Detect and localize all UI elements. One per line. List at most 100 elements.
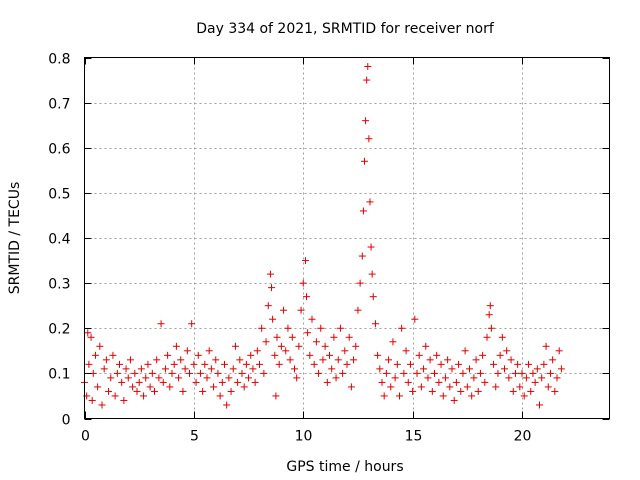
data-point bbox=[433, 351, 441, 359]
data-point bbox=[221, 360, 228, 368]
data-point bbox=[269, 315, 277, 323]
data-point bbox=[273, 333, 281, 341]
data-point bbox=[326, 351, 333, 359]
data-point bbox=[356, 279, 364, 287]
x-tick-label: 20 bbox=[514, 429, 532, 445]
data-point bbox=[536, 401, 543, 409]
y-tick-label: 0.8 bbox=[48, 52, 70, 68]
data-point bbox=[142, 374, 150, 382]
data-point bbox=[540, 360, 548, 368]
data-point bbox=[181, 365, 189, 373]
x-tick-label: 5 bbox=[190, 429, 199, 445]
data-point bbox=[511, 369, 519, 377]
data-point bbox=[385, 356, 393, 364]
data-point bbox=[126, 356, 134, 364]
data-point bbox=[301, 257, 309, 265]
data-point bbox=[341, 347, 349, 355]
data-point bbox=[362, 117, 370, 125]
data-point bbox=[118, 378, 126, 386]
data-point bbox=[509, 387, 517, 395]
data-point bbox=[100, 365, 108, 373]
data-point bbox=[256, 360, 263, 368]
x-tick-label: 15 bbox=[405, 429, 423, 445]
data-point bbox=[135, 378, 143, 386]
data-point bbox=[319, 356, 327, 364]
data-point bbox=[404, 378, 412, 386]
data-point bbox=[441, 374, 449, 382]
data-point bbox=[518, 369, 526, 377]
data-point bbox=[457, 387, 465, 395]
data-point bbox=[186, 369, 193, 377]
data-point bbox=[251, 378, 259, 386]
data-point bbox=[380, 392, 388, 400]
data-point bbox=[98, 401, 106, 409]
data-point bbox=[196, 369, 204, 377]
data-point bbox=[275, 360, 283, 368]
data-point bbox=[474, 387, 482, 395]
data-point bbox=[153, 356, 161, 364]
data-point bbox=[531, 378, 539, 386]
data-point bbox=[144, 360, 152, 368]
data-point bbox=[299, 279, 307, 287]
data-point bbox=[151, 387, 158, 395]
y-tick-label: 0.4 bbox=[48, 232, 70, 248]
data-point bbox=[214, 369, 222, 377]
data-point bbox=[137, 365, 145, 373]
data-point bbox=[161, 365, 169, 373]
data-point bbox=[238, 369, 246, 377]
data-point bbox=[450, 396, 458, 404]
data-point bbox=[192, 378, 200, 386]
data-point bbox=[272, 392, 280, 400]
data-point bbox=[501, 365, 508, 373]
data-point bbox=[291, 365, 298, 373]
data-point bbox=[426, 356, 434, 364]
data-point bbox=[396, 392, 403, 400]
y-tick-label: 0.1 bbox=[48, 367, 70, 383]
data-point bbox=[542, 342, 550, 350]
data-point bbox=[417, 383, 425, 391]
data-point bbox=[258, 324, 266, 332]
data-point bbox=[205, 347, 213, 355]
y-tick-label: 0.3 bbox=[48, 277, 70, 293]
data-point bbox=[549, 356, 557, 364]
data-point bbox=[155, 374, 163, 382]
y-axis-label: SRMTID / TECUs bbox=[7, 182, 23, 295]
data-point bbox=[236, 356, 244, 364]
data-point bbox=[367, 243, 375, 251]
data-point bbox=[87, 333, 95, 341]
data-point bbox=[437, 360, 445, 368]
data-point bbox=[122, 365, 130, 373]
data-point bbox=[225, 374, 233, 382]
data-point bbox=[391, 374, 399, 382]
data-point bbox=[268, 284, 276, 292]
y-tick-label: 0.7 bbox=[48, 97, 70, 113]
data-point bbox=[210, 383, 218, 391]
data-point bbox=[84, 329, 92, 337]
data-point bbox=[164, 351, 172, 359]
data-point bbox=[494, 369, 502, 377]
data-point bbox=[529, 369, 537, 377]
data-point bbox=[140, 392, 148, 400]
data-point bbox=[413, 369, 421, 377]
data-point bbox=[317, 324, 325, 332]
data-point bbox=[262, 338, 270, 346]
data-point bbox=[102, 356, 110, 364]
data-point bbox=[382, 369, 390, 377]
data-point bbox=[129, 383, 137, 391]
data-point bbox=[496, 351, 504, 359]
data-point bbox=[245, 374, 253, 382]
data-point bbox=[358, 252, 366, 260]
data-point bbox=[223, 401, 231, 409]
data-point bbox=[343, 360, 351, 368]
y-tick-label: 0 bbox=[62, 413, 71, 429]
data-point bbox=[190, 360, 198, 368]
data-point bbox=[88, 396, 96, 404]
data-point bbox=[533, 365, 541, 373]
data-point bbox=[546, 369, 554, 377]
data-point bbox=[172, 342, 180, 350]
data-point bbox=[551, 387, 559, 395]
data-point bbox=[303, 293, 311, 301]
data-point bbox=[525, 360, 533, 368]
data-point bbox=[288, 333, 296, 341]
